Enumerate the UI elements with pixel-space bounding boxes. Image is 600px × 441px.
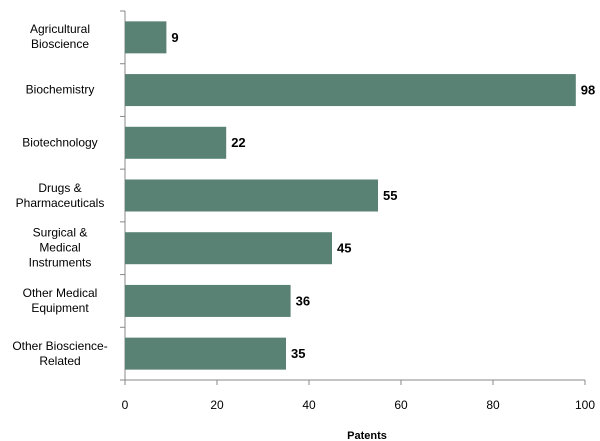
x-tick-label: 60 [394, 398, 408, 412]
value-label: 55 [383, 188, 397, 203]
bar [125, 74, 576, 107]
value-label: 35 [291, 346, 305, 361]
x-tick-label: 40 [302, 398, 316, 412]
y-tick-label: Drugs & Pharmaceuticals [15, 180, 105, 210]
bar [125, 179, 378, 212]
value-label: 36 [296, 293, 310, 308]
y-tick-label: Biochemistry [25, 82, 95, 97]
value-label: 9 [171, 30, 178, 45]
bar [125, 284, 291, 317]
x-tick-label: 0 [122, 398, 129, 412]
value-label: 98 [581, 83, 595, 98]
value-label: 22 [231, 135, 245, 150]
value-label: 45 [337, 241, 351, 256]
y-tick-label: Surgical & Medical Instruments [28, 225, 92, 270]
y-tick-label: Biotechnology [22, 135, 98, 150]
x-tick-label: 80 [486, 398, 500, 412]
y-tick-label: Other Bioscience- Related [12, 338, 108, 368]
y-tick-label: Other Medical Equipment [22, 285, 98, 315]
x-tick-label: 100 [575, 398, 595, 412]
bar [125, 126, 227, 159]
bar [125, 337, 286, 370]
bar [125, 21, 167, 54]
x-tick-label: 20 [210, 398, 224, 412]
y-tick-label: Agricultural Bioscience [29, 22, 91, 52]
x-axis-label: Patents [347, 430, 387, 441]
bar [125, 232, 332, 265]
